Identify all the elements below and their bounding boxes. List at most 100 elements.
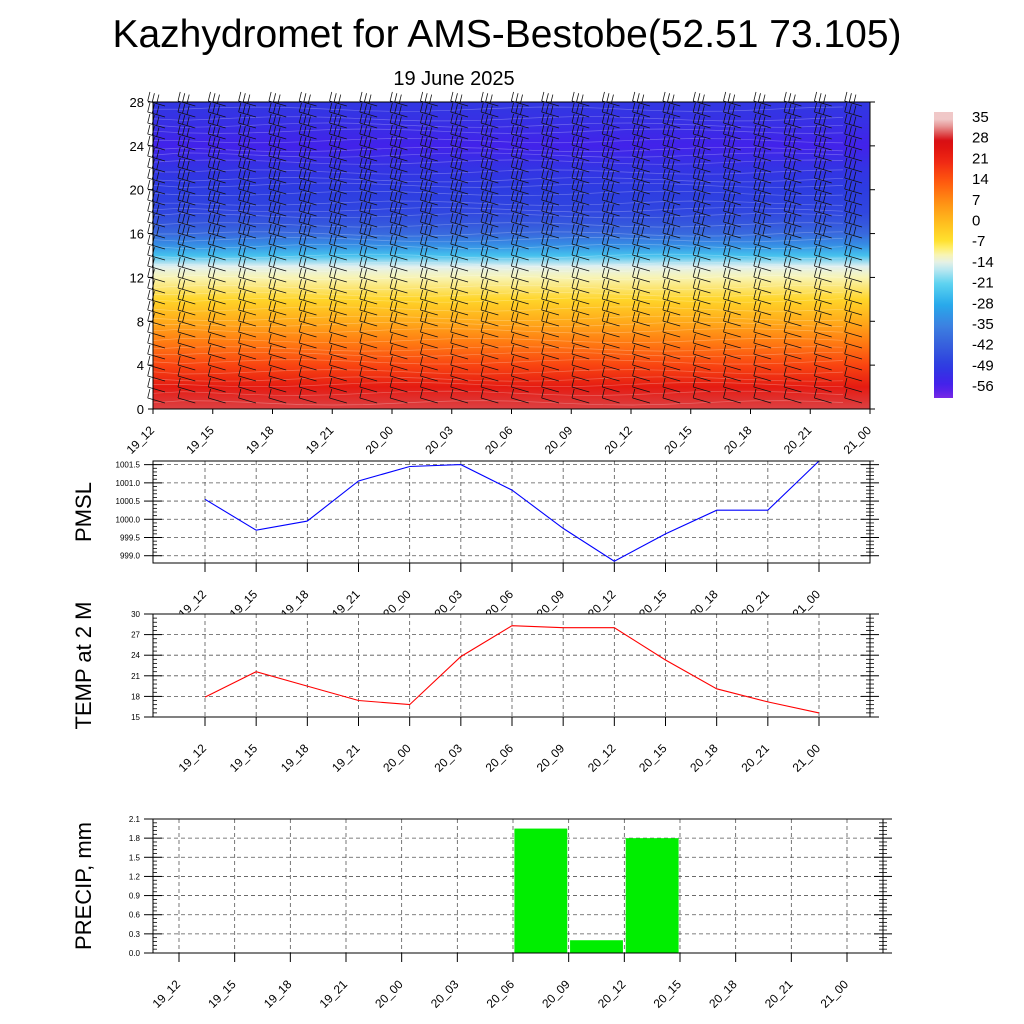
wind-barb [238,168,257,184]
wind-barb [601,355,620,371]
wind-barb [268,234,287,250]
wind-barb [692,190,711,206]
wind-barb [238,267,257,283]
wind-barb [207,212,226,228]
wind-barb [571,146,590,162]
wind-barb [510,355,529,371]
wind-barb [359,135,378,151]
wind-barb [571,322,590,338]
wind-barb [541,300,560,316]
wind-barb [510,102,529,118]
wind-barb [480,135,499,151]
wind-barb [632,190,650,206]
wind-barb [541,113,560,129]
wind-barb [480,322,499,338]
wind-barb [238,146,257,162]
heatmap-y-tick-label: 8 [137,314,144,329]
wind-barb [601,234,620,250]
contour-line [152,128,844,134]
panel-ylabel: TEMP at 2 M [71,602,96,730]
wind-barb [632,311,650,327]
x-tick-label: 20_12 [595,977,629,1011]
wind-barb [420,322,438,338]
wind-barb [601,168,620,184]
wind-barb [753,311,772,327]
wind-barb [510,366,529,382]
wind-barb [753,289,772,305]
contour-line [152,369,844,375]
wind-barb [480,157,499,173]
wind-barb [632,157,650,173]
wind-barb [783,300,802,316]
wind-barb [420,234,438,250]
wind-barb [571,102,590,118]
wind-barb [177,344,196,360]
wind-barb [450,289,469,305]
wind-barb [177,388,196,404]
wind-barb [389,157,408,173]
wind-barb [814,311,832,327]
wind-barb [814,234,832,250]
wind-barb [329,102,347,118]
wind-barb [329,289,347,305]
y-tick-label: 999.5 [120,534,141,543]
wind-barb [632,124,650,140]
heatmap-y-tick-label: 16 [130,227,144,242]
wind-barb [329,366,347,382]
wind-barb [571,179,590,195]
wind-barb [329,234,347,250]
wind-barb [783,212,802,228]
wind-barb [541,355,560,371]
x-tick-label: 19_12 [150,977,184,1011]
wind-barb [177,113,196,129]
wind-barb [450,201,469,217]
panel-background [153,461,870,563]
wind-barb [601,157,620,173]
wind-barb [814,278,832,294]
wind-barb [420,344,438,360]
wind-barb [298,234,317,250]
x-tick-label: 19_18 [278,741,312,775]
wind-barb [359,267,378,283]
wind-barb [844,234,863,250]
wind-barb [844,190,863,206]
wind-barb [844,322,863,338]
x-tick-label: 20_21 [762,977,796,1011]
wind-barb [632,267,650,283]
wind-barb [692,344,711,360]
wind-barb [692,366,711,382]
contour-line [152,351,844,357]
wind-barb [541,278,560,294]
wind-barb [389,201,408,217]
wind-barb [510,278,529,294]
wind-barb [510,157,529,173]
wind-barb [662,212,681,228]
y-tick-label: 21 [131,672,140,681]
wind-barb [662,344,681,360]
wind-barb [389,234,408,250]
wind-barb [298,190,317,206]
wind-barb [814,190,832,206]
wind-barb [844,124,863,140]
wind-barb [450,168,469,184]
wind-barb [420,157,438,173]
wind-barb [147,344,166,360]
wind-barb [783,311,802,327]
wind-barb [359,113,378,129]
wind-barb [268,355,287,371]
wind-barb [723,245,741,261]
wind-barb [207,311,226,327]
x-tick-label: 20_06 [483,741,517,775]
wind-barb [238,212,257,228]
wind-barb [753,135,772,151]
wind-barb [692,256,711,272]
wind-barb [207,344,226,360]
panel-ylabel: PMSL [71,482,96,542]
wind-barb [359,289,378,305]
wind-barb [783,234,802,250]
wind-barb [389,311,408,327]
wind-barb [814,388,832,404]
x-tick-label: 20_09 [539,977,573,1011]
wind-barb [844,366,863,382]
